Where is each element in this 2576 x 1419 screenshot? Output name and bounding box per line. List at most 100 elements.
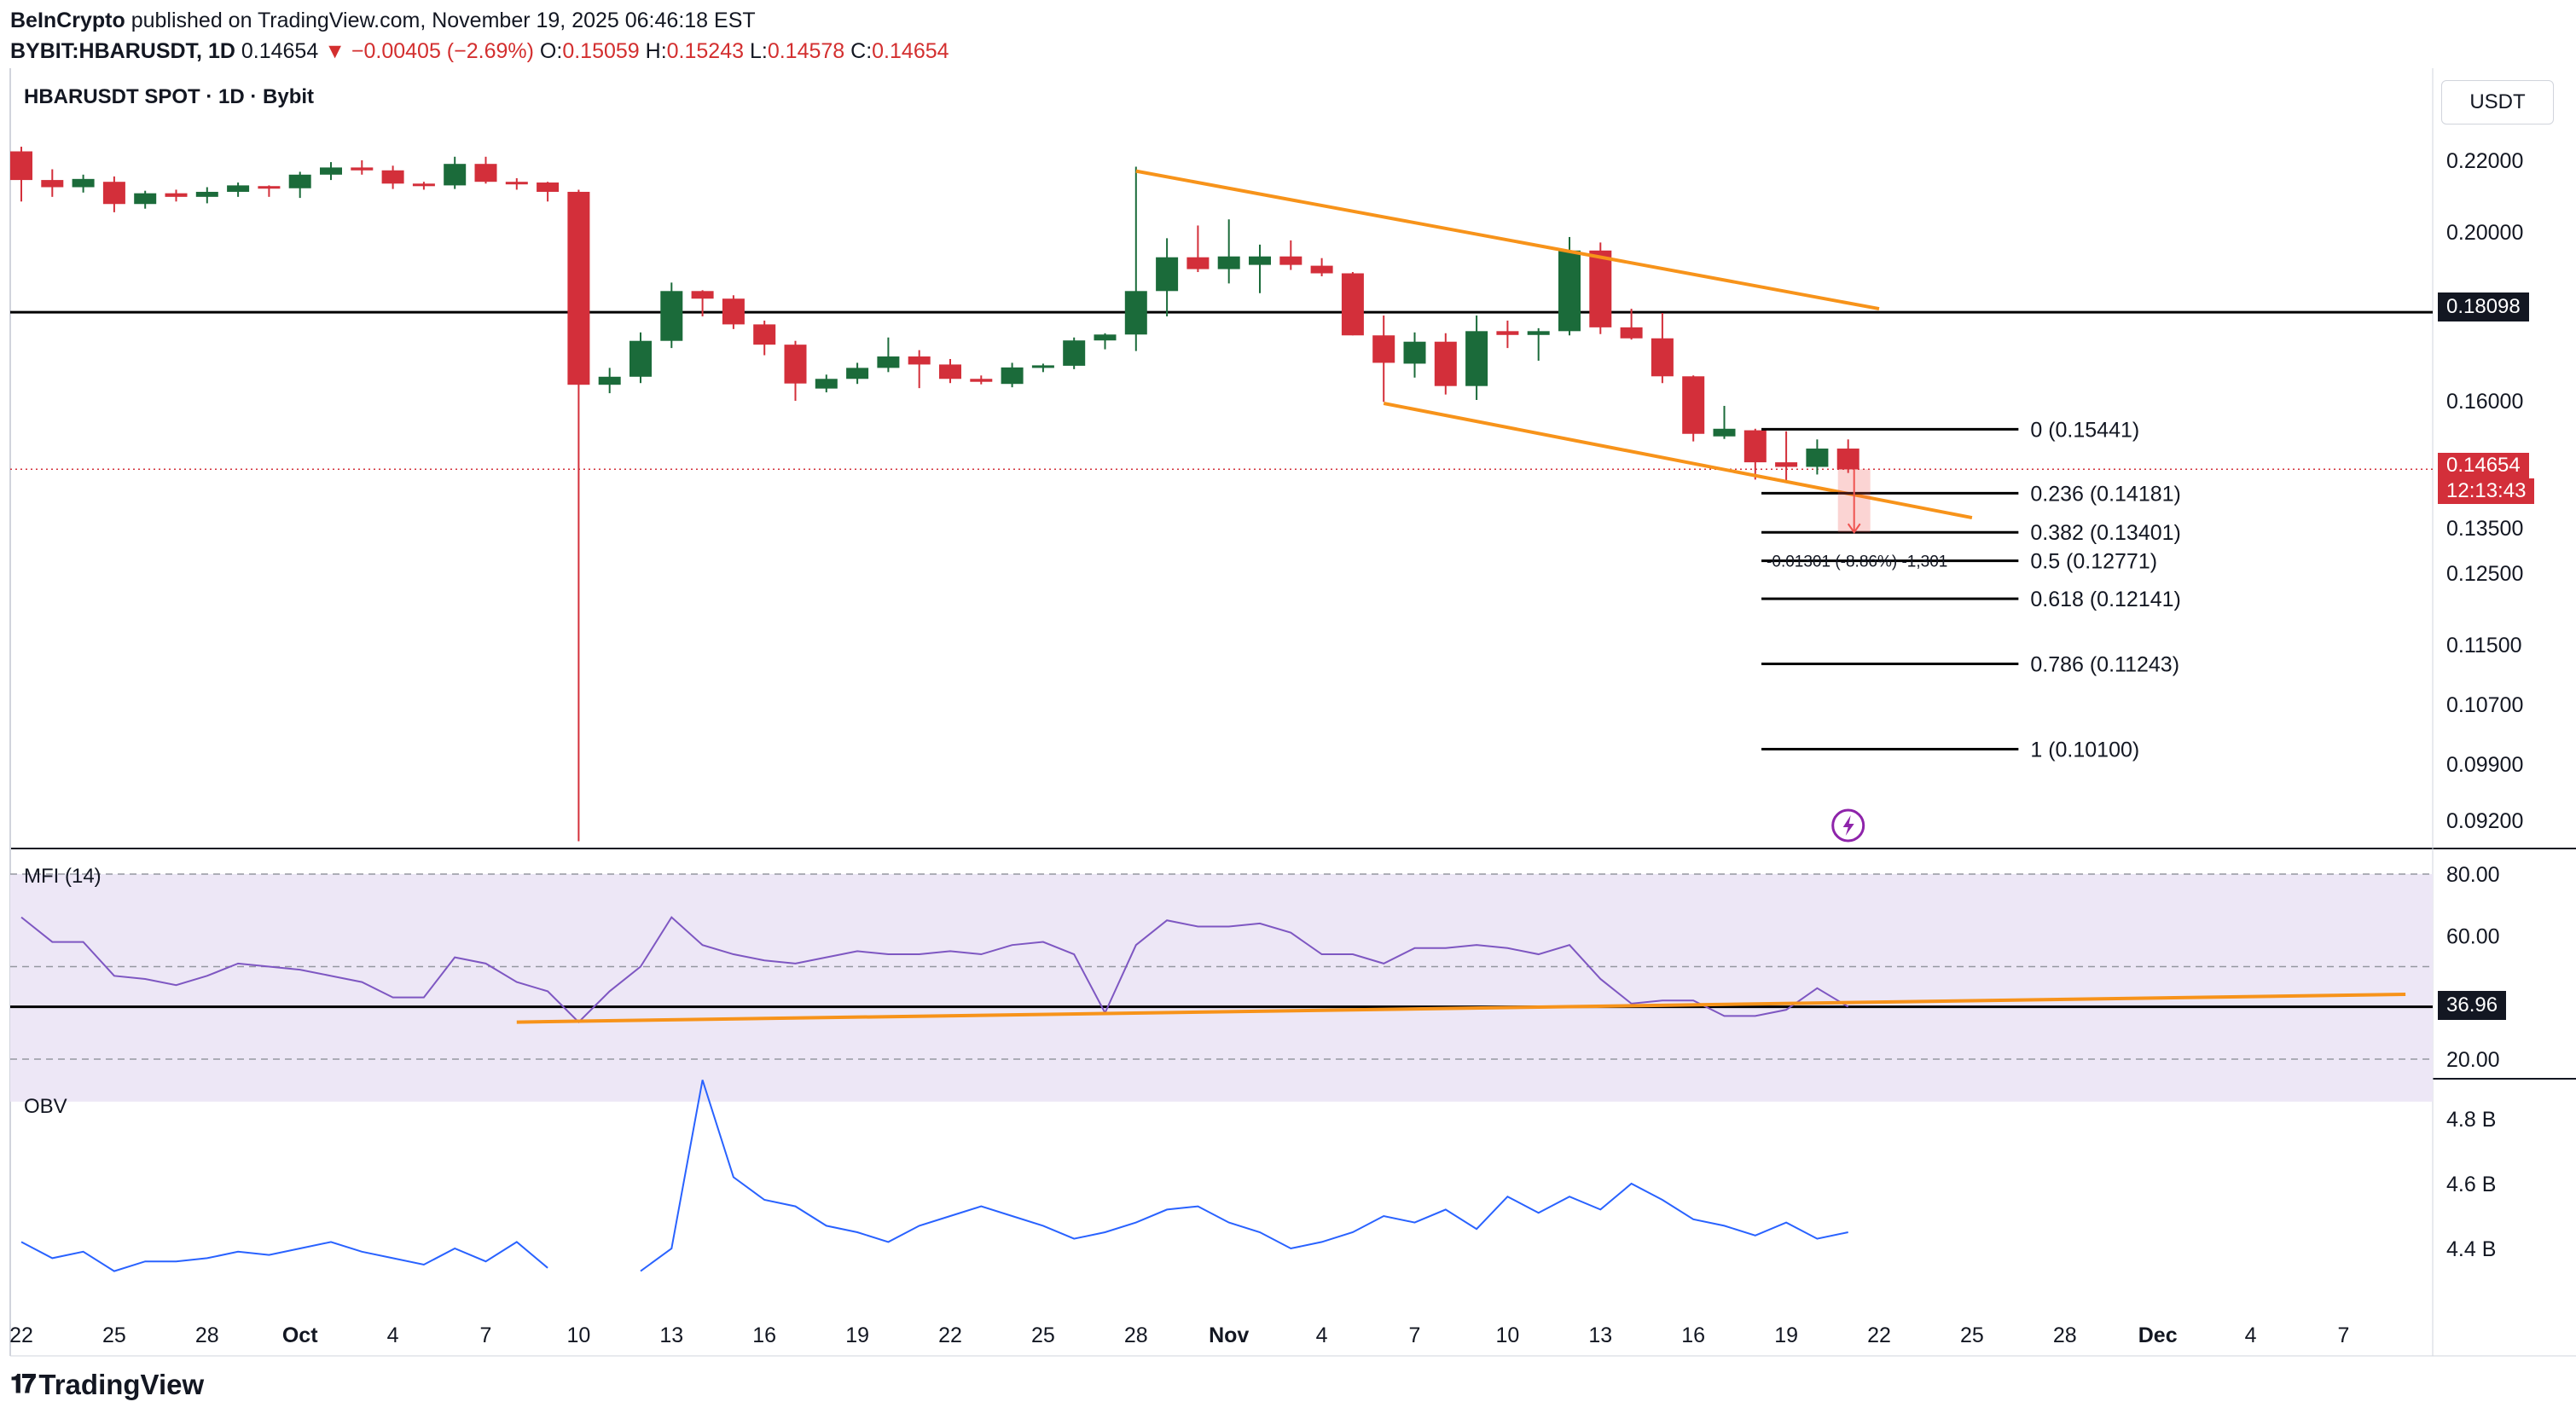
obv-tick-label: 4.8 B — [2446, 1108, 2496, 1132]
time-tick-label: 16 — [752, 1323, 776, 1347]
candle-body — [691, 291, 714, 299]
candle-body — [134, 193, 157, 205]
time-tick-label: 10 — [1495, 1323, 1519, 1347]
time-tick-label: 25 — [1960, 1323, 1984, 1347]
candle-body — [722, 298, 745, 325]
mfi-tick-label: 60.00 — [2446, 924, 2500, 948]
candle-body — [1496, 331, 1519, 335]
candle-body — [908, 356, 931, 365]
time-tick-label: 7 — [480, 1323, 492, 1347]
publisher: BeInCrypto — [10, 9, 125, 32]
obv-line — [20, 1241, 548, 1272]
candle-body — [629, 340, 652, 377]
measure-arrowhead — [1847, 523, 1861, 534]
fib-level-label: 0.236 (0.14181) — [2030, 482, 2181, 506]
time-tick-label: 19 — [845, 1323, 869, 1347]
mfi-tick-label: 20.00 — [2446, 1048, 2500, 1072]
time-tick-label: Dec — [2138, 1323, 2178, 1347]
price-tick-label: 0.13500 — [2446, 517, 2523, 541]
price-tick-label: 0.09200 — [2446, 809, 2523, 833]
time-tick-label: 22 — [938, 1323, 962, 1347]
candle-body — [753, 324, 776, 345]
time-tick-label: 19 — [1774, 1323, 1798, 1347]
ohlc-line: BYBIT:HBARUSDT, 1D 0.14654 ▼ −0.00405 (−… — [10, 36, 949, 67]
time-tick-label: 4 — [387, 1323, 399, 1347]
candle-body — [288, 174, 311, 188]
last-price: 0.14654 — [241, 39, 319, 63]
symbol-label: BYBIT:HBARUSDT, 1D — [10, 39, 235, 63]
candle-body — [1558, 250, 1581, 332]
currency-button[interactable]: USDT — [2441, 80, 2554, 125]
lightning-icon-bolt — [1842, 815, 1854, 836]
candle-body — [1249, 256, 1271, 265]
candle-body — [1806, 449, 1829, 467]
candle-body — [1527, 331, 1550, 335]
candle-body — [877, 356, 900, 368]
candle-body — [1403, 341, 1426, 364]
candle-body — [970, 379, 993, 382]
candle-body — [412, 183, 435, 187]
candle-body — [1186, 257, 1210, 269]
candle-body — [195, 191, 218, 197]
mfi-tick-label: 80.00 — [2446, 863, 2500, 887]
candle-body — [660, 291, 683, 341]
time-tick-label: 7 — [2338, 1323, 2350, 1347]
candle-body — [1124, 291, 1147, 335]
mfi-band — [10, 874, 2433, 1102]
level-price-tag: 0.18098 — [2438, 292, 2529, 321]
time-tick-label: 4 — [2245, 1323, 2257, 1347]
fib-level-label: 0.5 (0.12771) — [2030, 550, 2157, 574]
price-tick-label: 0.10700 — [2446, 693, 2523, 717]
brand-name: TradingView — [38, 1369, 205, 1400]
published-text: published on TradingView.com, November 1… — [131, 9, 756, 32]
publish-line: BeInCrypto published on TradingView.com,… — [10, 5, 949, 36]
candle-body — [1682, 376, 1705, 434]
price-tick-label: 0.09900 — [2446, 753, 2523, 777]
candle-body — [1434, 341, 1457, 386]
time-tick-label: 16 — [1681, 1323, 1705, 1347]
candle-body — [784, 345, 807, 384]
tradingview-logo[interactable]: 𝟏𝟕 TradingView — [10, 1369, 204, 1401]
countdown-tag: 12:13:43 — [2438, 478, 2535, 504]
candle-body — [1063, 340, 1086, 366]
candle-body — [1836, 449, 1859, 470]
candle-body — [474, 164, 497, 182]
candle-body — [1775, 462, 1798, 467]
obv-tick-label: 4.6 B — [2446, 1173, 2496, 1196]
time-tick-label: 13 — [1588, 1323, 1612, 1347]
candle-body — [351, 167, 374, 171]
time-tick-label: 4 — [1316, 1323, 1328, 1347]
current-price-tag: 0.14654 — [2438, 453, 2529, 478]
trendline-upper-channel — [1135, 169, 1880, 311]
candle-body — [939, 364, 961, 379]
open-label: O: — [539, 39, 563, 63]
tradingview-logo-icon: 𝟏𝟕 — [10, 1370, 36, 1399]
candle-body — [320, 167, 342, 175]
obv-pane-title: OBV — [24, 1095, 67, 1118]
candle-body — [1279, 256, 1303, 265]
time-tick-label: 28 — [1124, 1323, 1148, 1347]
obv-line — [640, 1080, 1848, 1272]
header-info: BeInCrypto published on TradingView.com,… — [10, 5, 949, 67]
candle-body — [1589, 250, 1612, 327]
fib-level-label: 0.786 (0.11243) — [2030, 652, 2179, 676]
price-tick-label: 0.16000 — [2446, 390, 2523, 414]
time-tick-label: 25 — [1031, 1323, 1055, 1347]
fib-level-label: 1 (0.10100) — [2030, 738, 2139, 762]
candle-body — [1031, 365, 1054, 368]
high-label: H: — [645, 39, 667, 63]
time-tick-label: 22 — [1867, 1323, 1891, 1347]
time-tick-label: 7 — [1409, 1323, 1421, 1347]
price-tick-label: 0.22000 — [2446, 149, 2523, 173]
close-value: 0.14654 — [872, 39, 949, 63]
candle-body — [165, 193, 188, 197]
candle-body — [1372, 335, 1395, 363]
candle-body — [1743, 430, 1767, 463]
candle-body — [1310, 265, 1333, 274]
candle-body — [1001, 367, 1024, 385]
time-tick-label: 22 — [9, 1323, 33, 1347]
trendline-lower-channel — [1383, 402, 1973, 520]
time-tick-label: 25 — [102, 1323, 126, 1347]
candle-body — [567, 191, 590, 385]
down-arrow-icon: ▼ — [324, 39, 345, 63]
